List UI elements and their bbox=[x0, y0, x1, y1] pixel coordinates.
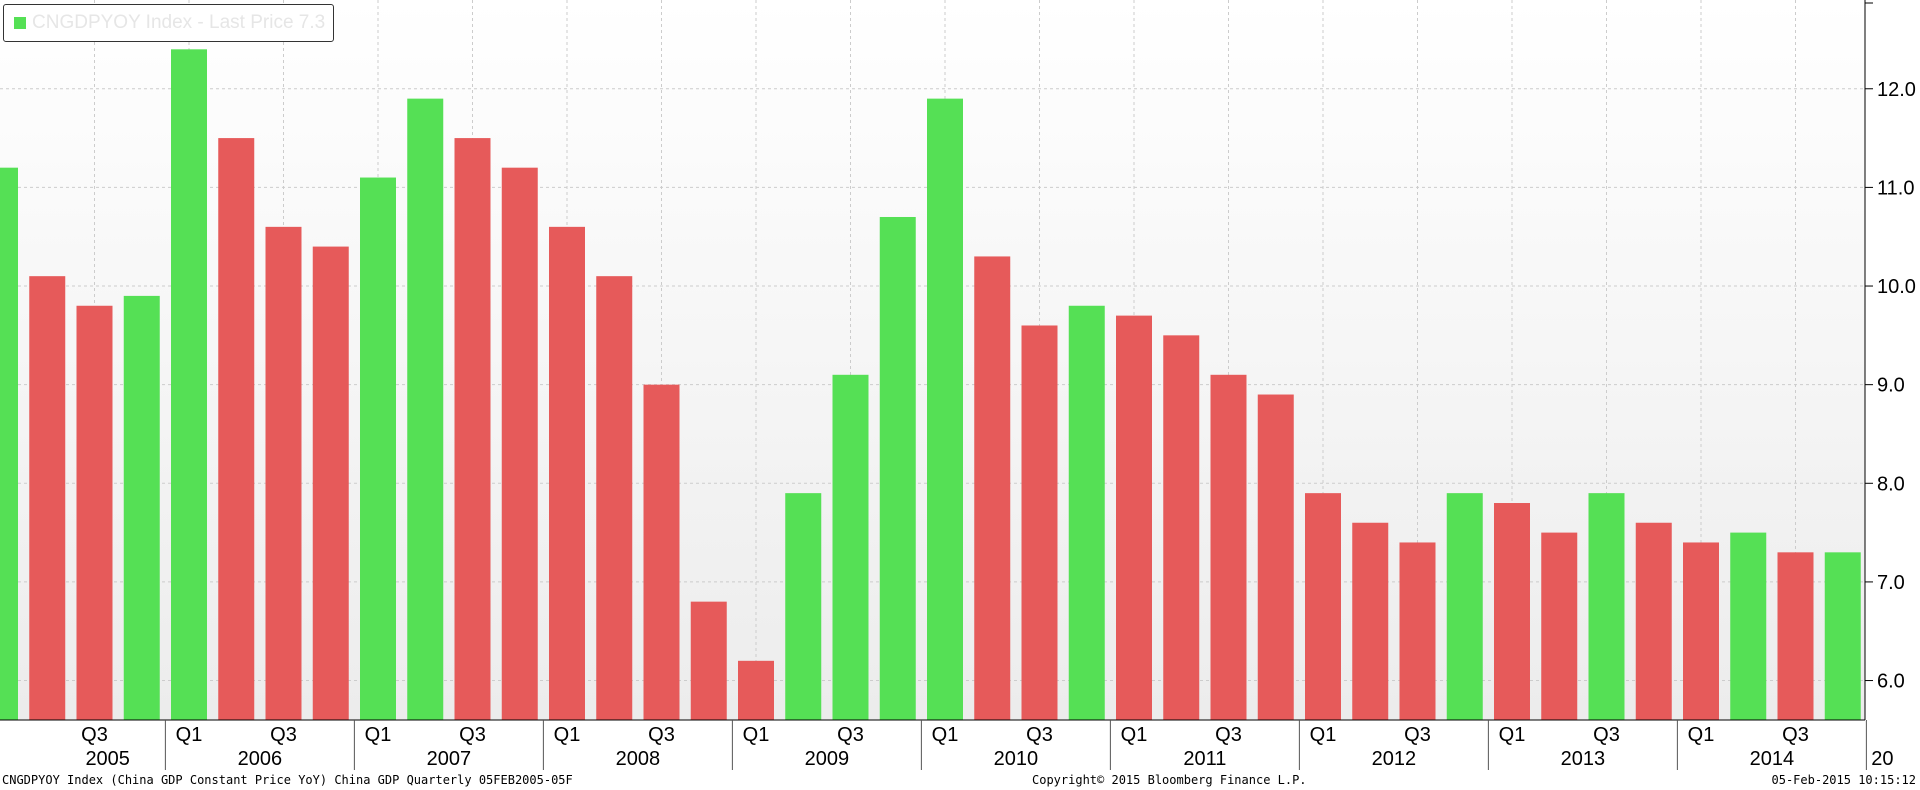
bar-2014Q2 bbox=[1730, 532, 1767, 720]
x-quarter-label: Q3 bbox=[459, 724, 486, 746]
footer-description: CNGDPYOY Index (China GDP Constant Price… bbox=[2, 773, 573, 787]
bar-2010Q3 bbox=[1021, 325, 1058, 720]
bar-2014Q1 bbox=[1683, 542, 1719, 720]
x-quarter-label: Q3 bbox=[1215, 724, 1242, 746]
x-quarter-label: Q3 bbox=[648, 724, 675, 746]
bar-2012Q2 bbox=[1352, 522, 1389, 720]
y-tick-label: 6.0 bbox=[1877, 671, 1905, 693]
bar-2006Q3 bbox=[265, 226, 302, 721]
x-quarter-label: Q1 bbox=[932, 724, 959, 746]
bar-2008Q1 bbox=[549, 226, 585, 721]
legend: CNGDPYOY Index - Last Price 7.3 bbox=[3, 4, 335, 42]
bar-2007Q2 bbox=[407, 98, 444, 721]
x-year-label: 2011 bbox=[1183, 748, 1226, 770]
x-quarter-label: Q1 bbox=[743, 724, 770, 746]
x-year-label: 2006 bbox=[238, 748, 283, 770]
bar-2010Q2 bbox=[974, 256, 1011, 720]
bar-2013Q4 bbox=[1635, 522, 1672, 720]
x-year-label: 2014 bbox=[1750, 748, 1795, 770]
bar-2008Q4 bbox=[690, 601, 727, 720]
y-tick-label: 8.0 bbox=[1877, 473, 1905, 495]
bar-2011Q4 bbox=[1257, 394, 1294, 720]
axes: 6.0 7.0 8.0 9.0 10.0 11.0 12.0 Q3 Q1 Q3 Q1 Q3 Q1 Q3 Q1… bbox=[0, 0, 1916, 770]
bar-2008Q2 bbox=[596, 276, 633, 720]
bar-2014Q3 bbox=[1777, 552, 1814, 720]
x-year-label: 2013 bbox=[1561, 748, 1606, 770]
x-quarter-label: Q1 bbox=[554, 724, 581, 746]
y-tick-label: 12.0 bbox=[1877, 79, 1916, 101]
bar-2013Q3 bbox=[1588, 493, 1625, 720]
x-quarter-label: Q3 bbox=[1782, 724, 1809, 746]
x-quarter-label: Q1 bbox=[176, 724, 203, 746]
y-tick-label: 10.0 bbox=[1877, 276, 1916, 298]
bar-2007Q1 bbox=[360, 177, 396, 720]
footer-timestamp: 05-Feb-2015 10:15:12 bbox=[1771, 773, 1917, 787]
x-quarter-label: Q1 bbox=[1499, 724, 1526, 746]
bar-2010Q1 bbox=[927, 98, 963, 721]
legend-label: CNGDPYOY Index - Last Price 7.3 bbox=[32, 12, 326, 33]
bar-chart: 6.0 7.0 8.0 9.0 10.0 11.0 12.0 Q3 Q1 Q3 Q1 Q3 Q1 Q3 Q1… bbox=[0, 0, 1916, 770]
y-tick-label: 11.0 bbox=[1877, 177, 1914, 199]
x-quarter-label: Q1 bbox=[365, 724, 392, 746]
bar-2009Q3 bbox=[832, 374, 869, 720]
y-tick-label: 9.0 bbox=[1877, 375, 1905, 397]
bar-2010Q4 bbox=[1068, 305, 1105, 720]
x-quarter-label: Q3 bbox=[1404, 724, 1431, 746]
x-quarter-label: Q3 bbox=[837, 724, 864, 746]
x-year-label: 2005 bbox=[85, 748, 130, 770]
bar-2005Q4 bbox=[123, 295, 160, 720]
x-quarter-label: Q1 bbox=[1310, 724, 1337, 746]
footer: CNGDPYOY Index (China GDP Constant Price… bbox=[0, 770, 1920, 790]
bar-2009Q1 bbox=[738, 660, 774, 720]
x-year-label: 2012 bbox=[1372, 748, 1417, 770]
x-year-label: 2007 bbox=[427, 748, 472, 770]
bar-2011Q3 bbox=[1210, 374, 1247, 720]
x-quarter-label: Q3 bbox=[270, 724, 297, 746]
x-quarter-label: Q3 bbox=[81, 724, 108, 746]
legend-swatch bbox=[14, 17, 26, 29]
bar-2012Q3 bbox=[1399, 542, 1436, 720]
bar-2012Q1 bbox=[1305, 493, 1341, 720]
bar-2014Q4 bbox=[1824, 552, 1861, 720]
bar-2011Q2 bbox=[1163, 335, 1200, 720]
bar-2012Q4 bbox=[1446, 493, 1483, 720]
bar-2007Q3 bbox=[454, 138, 491, 720]
x-year-label: 20 bbox=[1871, 748, 1893, 770]
x-quarter-label: Q1 bbox=[1688, 724, 1715, 746]
bar-2005Q2 bbox=[29, 276, 66, 720]
x-year-label: 2008 bbox=[616, 748, 661, 770]
bars bbox=[0, 49, 1861, 721]
bar-2006Q4 bbox=[312, 246, 349, 720]
bar-2009Q2 bbox=[785, 493, 822, 720]
x-year-label: 2009 bbox=[805, 748, 850, 770]
bar-2005Q3 bbox=[76, 305, 113, 720]
x-quarter-label: Q1 bbox=[1121, 724, 1148, 746]
x-quarter-label: Q3 bbox=[1593, 724, 1620, 746]
x-year-label: 2010 bbox=[994, 748, 1039, 770]
bar-2005Q1 bbox=[0, 167, 18, 720]
bar-2006Q1 bbox=[171, 49, 207, 721]
bar-2008Q3 bbox=[643, 384, 680, 720]
bar-2007Q4 bbox=[501, 167, 538, 720]
x-quarter-label: Q3 bbox=[1026, 724, 1053, 746]
bar-2011Q1 bbox=[1116, 315, 1152, 720]
footer-copyright: Copyright© 2015 Bloomberg Finance L.P. bbox=[1032, 773, 1307, 787]
bar-2009Q4 bbox=[879, 216, 916, 720]
bar-2013Q1 bbox=[1494, 503, 1530, 720]
bar-2013Q2 bbox=[1541, 532, 1578, 720]
bar-2006Q2 bbox=[218, 138, 255, 720]
y-tick-label: 7.0 bbox=[1877, 572, 1905, 594]
